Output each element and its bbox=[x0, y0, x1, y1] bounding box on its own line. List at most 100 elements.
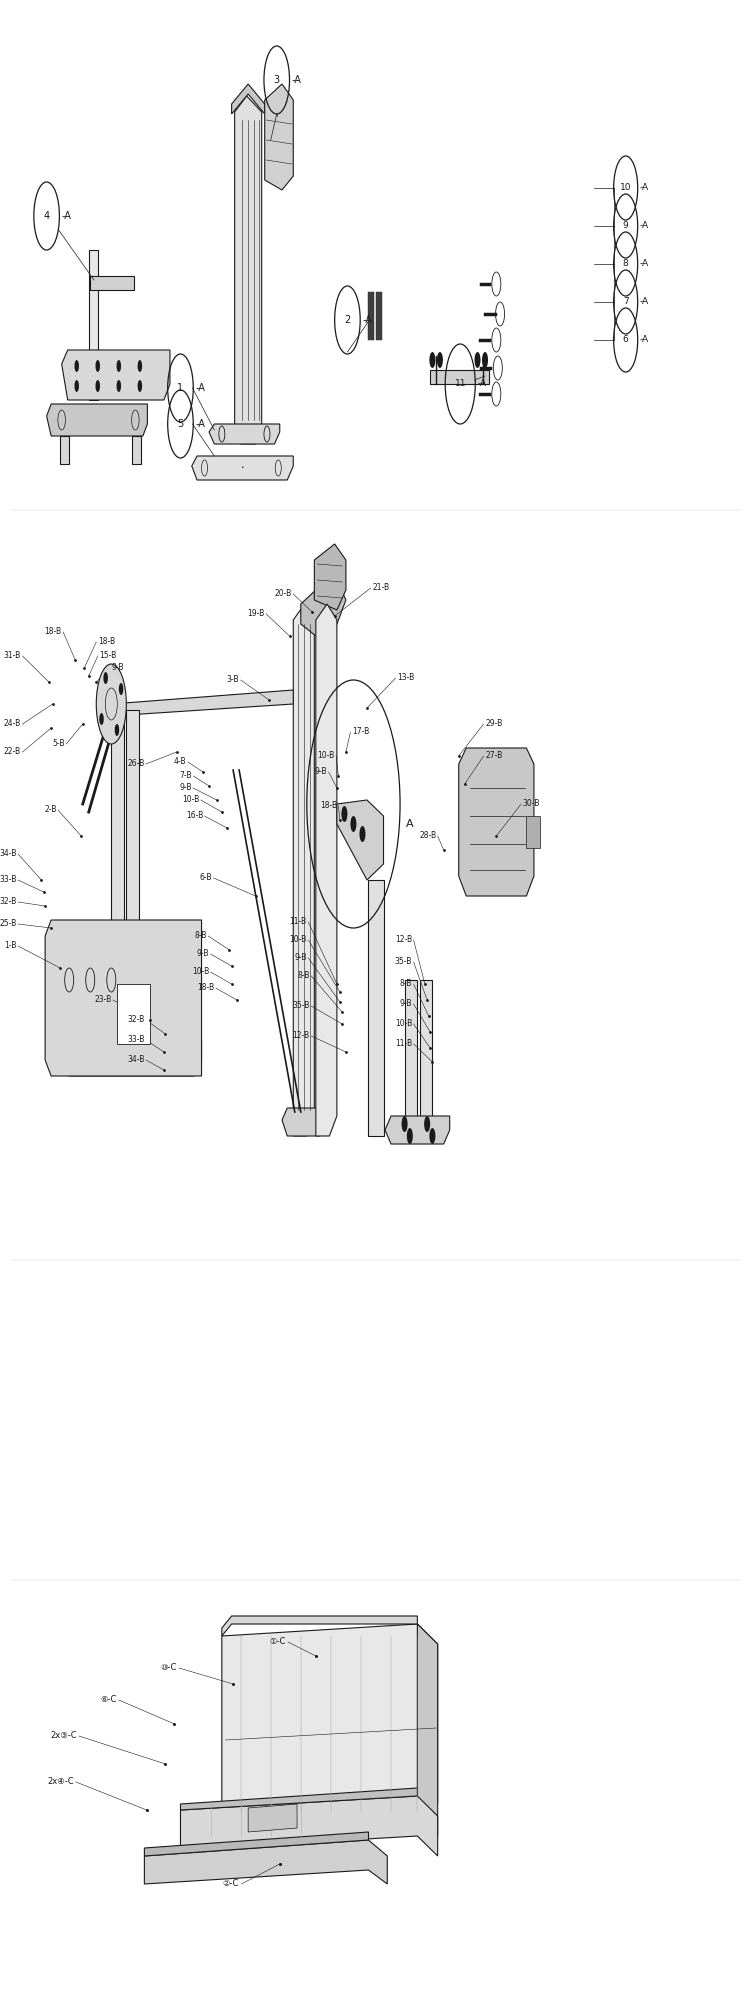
Circle shape bbox=[407, 1128, 413, 1144]
Text: 3-B: 3-B bbox=[226, 676, 239, 684]
Text: 11: 11 bbox=[454, 380, 466, 388]
Text: •: • bbox=[241, 466, 244, 470]
Text: 35-B: 35-B bbox=[395, 958, 412, 966]
Circle shape bbox=[138, 380, 142, 392]
Text: 27-B: 27-B bbox=[485, 752, 502, 760]
Text: 24-B: 24-B bbox=[4, 720, 21, 728]
Polygon shape bbox=[385, 1116, 450, 1144]
Text: 32-B: 32-B bbox=[127, 1016, 144, 1024]
Circle shape bbox=[114, 724, 119, 736]
Text: 8-B: 8-B bbox=[195, 932, 207, 940]
Text: 10-B: 10-B bbox=[317, 752, 335, 760]
Polygon shape bbox=[417, 1624, 438, 1836]
Polygon shape bbox=[111, 690, 293, 716]
Text: A: A bbox=[406, 820, 414, 828]
Text: 34-B: 34-B bbox=[0, 850, 17, 858]
Circle shape bbox=[437, 352, 443, 368]
Circle shape bbox=[429, 1128, 435, 1144]
Text: 9-B: 9-B bbox=[314, 768, 327, 776]
Text: 9-B: 9-B bbox=[294, 954, 307, 962]
Text: 18-B: 18-B bbox=[98, 638, 115, 646]
Text: 33-B: 33-B bbox=[0, 876, 17, 884]
Circle shape bbox=[350, 816, 356, 832]
Text: -A: -A bbox=[478, 380, 487, 388]
Text: 10-B: 10-B bbox=[182, 796, 199, 804]
Text: 30-B: 30-B bbox=[523, 800, 540, 808]
Polygon shape bbox=[314, 544, 346, 610]
Text: -A: -A bbox=[640, 222, 649, 230]
Circle shape bbox=[119, 684, 123, 696]
Text: 10-B: 10-B bbox=[395, 1020, 412, 1028]
Polygon shape bbox=[222, 1624, 438, 1824]
Text: 29-B: 29-B bbox=[485, 720, 502, 728]
Text: 2x④-C: 2x④-C bbox=[47, 1778, 74, 1786]
Text: 4-B: 4-B bbox=[174, 758, 186, 766]
Text: 2x③-C: 2x③-C bbox=[50, 1732, 77, 1740]
Text: 17-B: 17-B bbox=[352, 728, 369, 736]
Text: 1: 1 bbox=[177, 384, 183, 392]
Text: 13-B: 13-B bbox=[397, 674, 414, 682]
Text: 22-B: 22-B bbox=[4, 748, 21, 756]
Polygon shape bbox=[337, 800, 384, 880]
Circle shape bbox=[341, 806, 347, 822]
Text: 21-B: 21-B bbox=[372, 584, 390, 592]
Polygon shape bbox=[111, 710, 124, 1040]
Text: -A: -A bbox=[292, 74, 302, 84]
Circle shape bbox=[429, 352, 435, 368]
Text: 11-B: 11-B bbox=[395, 1040, 412, 1048]
Text: 9-B: 9-B bbox=[179, 784, 192, 792]
Text: 20-B: 20-B bbox=[274, 590, 292, 598]
Text: 5-B: 5-B bbox=[52, 740, 65, 748]
Text: 9-B: 9-B bbox=[399, 1000, 412, 1008]
Circle shape bbox=[103, 672, 108, 684]
Text: 11-B: 11-B bbox=[290, 918, 307, 926]
Polygon shape bbox=[526, 816, 540, 848]
Text: 33-B: 33-B bbox=[127, 1036, 144, 1044]
Polygon shape bbox=[368, 880, 384, 1136]
Text: ⑩-C: ⑩-C bbox=[160, 1664, 177, 1672]
Text: 32-B: 32-B bbox=[0, 898, 17, 906]
Circle shape bbox=[117, 360, 121, 372]
Polygon shape bbox=[62, 350, 170, 400]
Text: 10-B: 10-B bbox=[290, 936, 307, 944]
Polygon shape bbox=[180, 1796, 438, 1856]
Text: 9-B: 9-B bbox=[111, 664, 124, 672]
Text: 10: 10 bbox=[620, 184, 632, 192]
Circle shape bbox=[74, 360, 79, 372]
Text: 31-B: 31-B bbox=[4, 652, 21, 660]
Text: 2-B: 2-B bbox=[44, 806, 56, 814]
Polygon shape bbox=[132, 436, 141, 464]
Polygon shape bbox=[60, 436, 69, 464]
Circle shape bbox=[359, 826, 365, 842]
Text: 16-B: 16-B bbox=[186, 812, 203, 820]
Text: 6-B: 6-B bbox=[199, 874, 212, 882]
Text: ①-C: ①-C bbox=[269, 1638, 286, 1646]
Text: 7-B: 7-B bbox=[179, 772, 192, 780]
Polygon shape bbox=[282, 1108, 325, 1136]
Text: 7: 7 bbox=[623, 298, 629, 306]
Circle shape bbox=[138, 360, 142, 372]
Text: 5: 5 bbox=[177, 420, 183, 430]
Polygon shape bbox=[62, 1040, 202, 1076]
Circle shape bbox=[402, 1116, 408, 1132]
Text: 25-B: 25-B bbox=[0, 920, 17, 928]
Polygon shape bbox=[192, 456, 293, 480]
Text: 9: 9 bbox=[623, 222, 629, 230]
Polygon shape bbox=[222, 1616, 417, 1636]
Circle shape bbox=[96, 380, 100, 392]
Polygon shape bbox=[47, 404, 147, 436]
Polygon shape bbox=[420, 980, 432, 1140]
Text: 8-B: 8-B bbox=[298, 972, 310, 980]
Text: 18-B: 18-B bbox=[197, 984, 214, 992]
Text: 8: 8 bbox=[623, 260, 629, 268]
Text: 9-B: 9-B bbox=[196, 950, 209, 958]
Text: 35-B: 35-B bbox=[293, 1002, 310, 1010]
Text: 18-B: 18-B bbox=[44, 628, 62, 636]
Circle shape bbox=[96, 664, 126, 744]
Polygon shape bbox=[180, 1788, 417, 1810]
Text: 12-B: 12-B bbox=[293, 1032, 310, 1040]
Text: ⑥-C: ⑥-C bbox=[100, 1696, 117, 1704]
Polygon shape bbox=[126, 710, 139, 1040]
Polygon shape bbox=[89, 250, 98, 400]
Polygon shape bbox=[232, 84, 265, 114]
